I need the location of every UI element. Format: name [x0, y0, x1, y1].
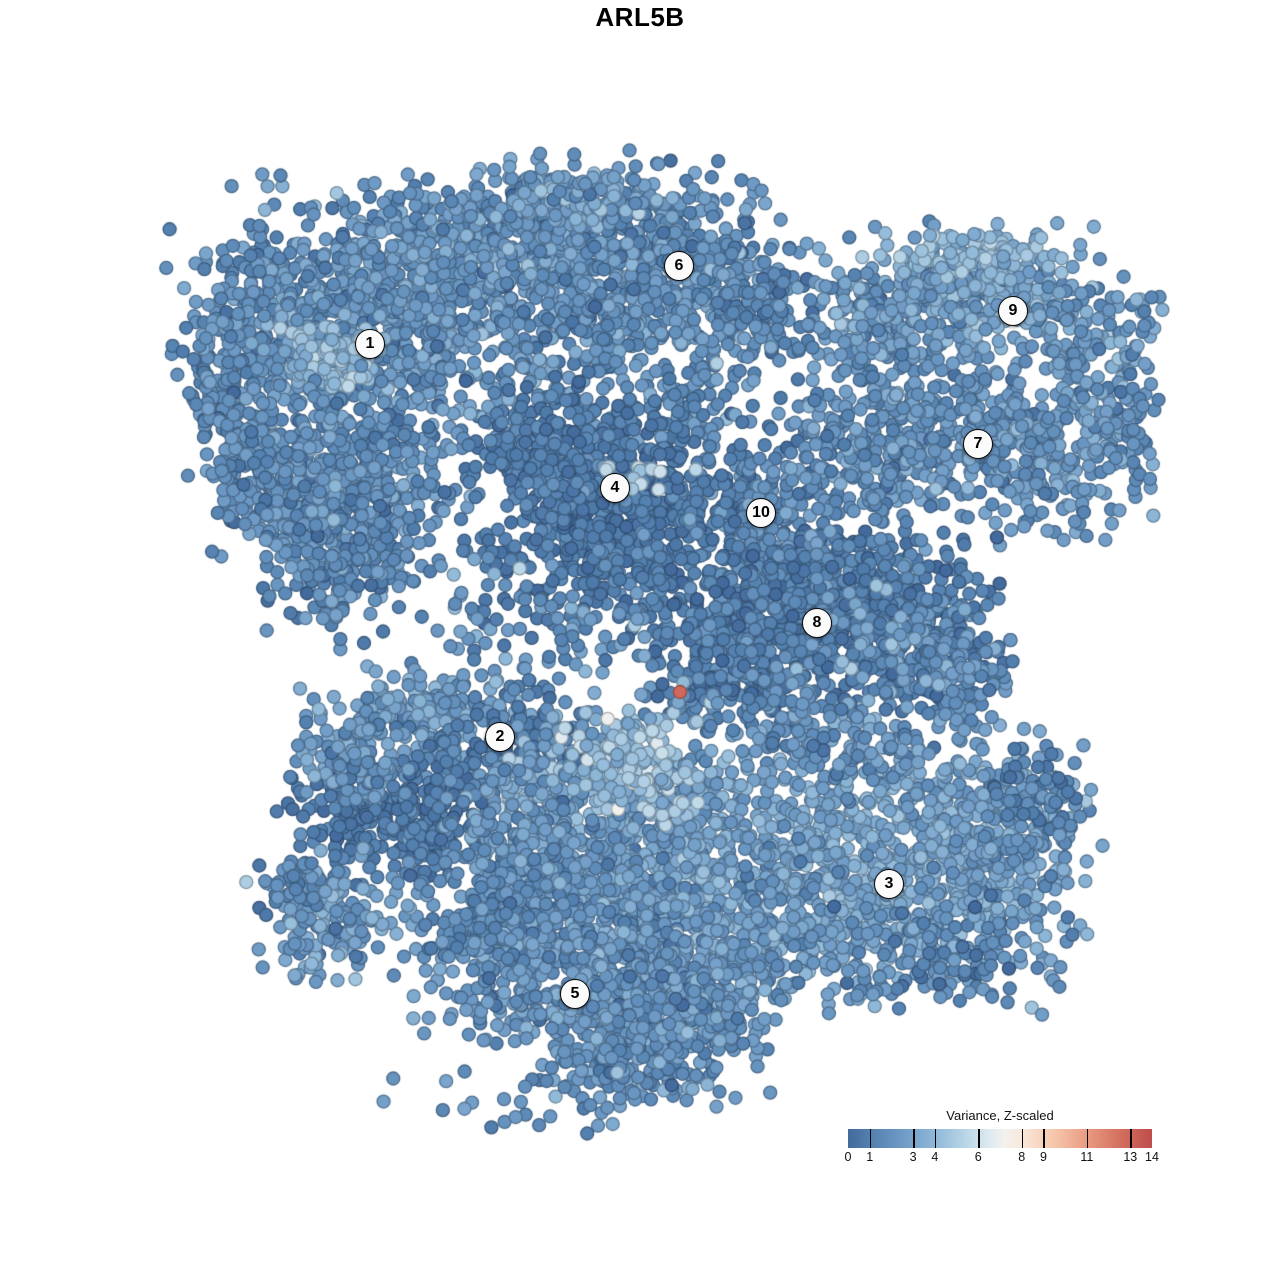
legend-tick-6: [978, 1129, 980, 1148]
legend-tick-label-8: 8: [1018, 1150, 1026, 1164]
legend-tick-label-11: 11: [1080, 1150, 1094, 1164]
legend-tick-label-9: 9: [1039, 1150, 1047, 1164]
cluster-label-3[interactable]: 3: [874, 869, 904, 899]
cluster-label-10[interactable]: 10: [746, 498, 776, 528]
cluster-label-1[interactable]: 1: [355, 329, 385, 359]
cluster-label-9[interactable]: 9: [998, 296, 1028, 326]
legend-tick-8: [1021, 1129, 1024, 1148]
legend-tick-13: [1130, 1129, 1132, 1148]
cluster-label-7[interactable]: 7: [963, 429, 993, 459]
cluster-label-5[interactable]: 5: [560, 979, 590, 1009]
legend-tick-label-14: 14: [1145, 1150, 1159, 1164]
cluster-label-6[interactable]: 6: [664, 251, 694, 281]
legend-tick-labels: 0 1 3 4 6 8 9 11 13 14: [844, 1150, 1159, 1166]
legend-tick-label-13: 13: [1123, 1150, 1138, 1164]
legend-tick-9: [1043, 1129, 1045, 1148]
cluster-label-8[interactable]: 8: [802, 608, 832, 638]
legend-tick-label-4: 4: [931, 1150, 939, 1164]
color-legend: Variance, Z-scaled 0 1 3 4 6 8 9 11 13 14: [844, 1108, 1159, 1166]
cluster-label-4[interactable]: 4: [600, 473, 630, 503]
legend-tick-label-3: 3: [909, 1150, 917, 1164]
legend-tick-1: [869, 1129, 872, 1148]
cluster-label-2[interactable]: 2: [485, 722, 515, 752]
legend-tick-label-6: 6: [974, 1150, 982, 1164]
legend-tick-label-0: 0: [844, 1150, 852, 1164]
legend-tick-4: [934, 1129, 937, 1148]
legend-tick-label-1: 1: [866, 1150, 874, 1164]
legend-tick-3: [913, 1129, 915, 1148]
legend-tick-11: [1086, 1129, 1089, 1148]
legend-title: Variance, Z-scaled: [946, 1108, 1054, 1123]
legend-colorbar: [848, 1129, 1152, 1148]
